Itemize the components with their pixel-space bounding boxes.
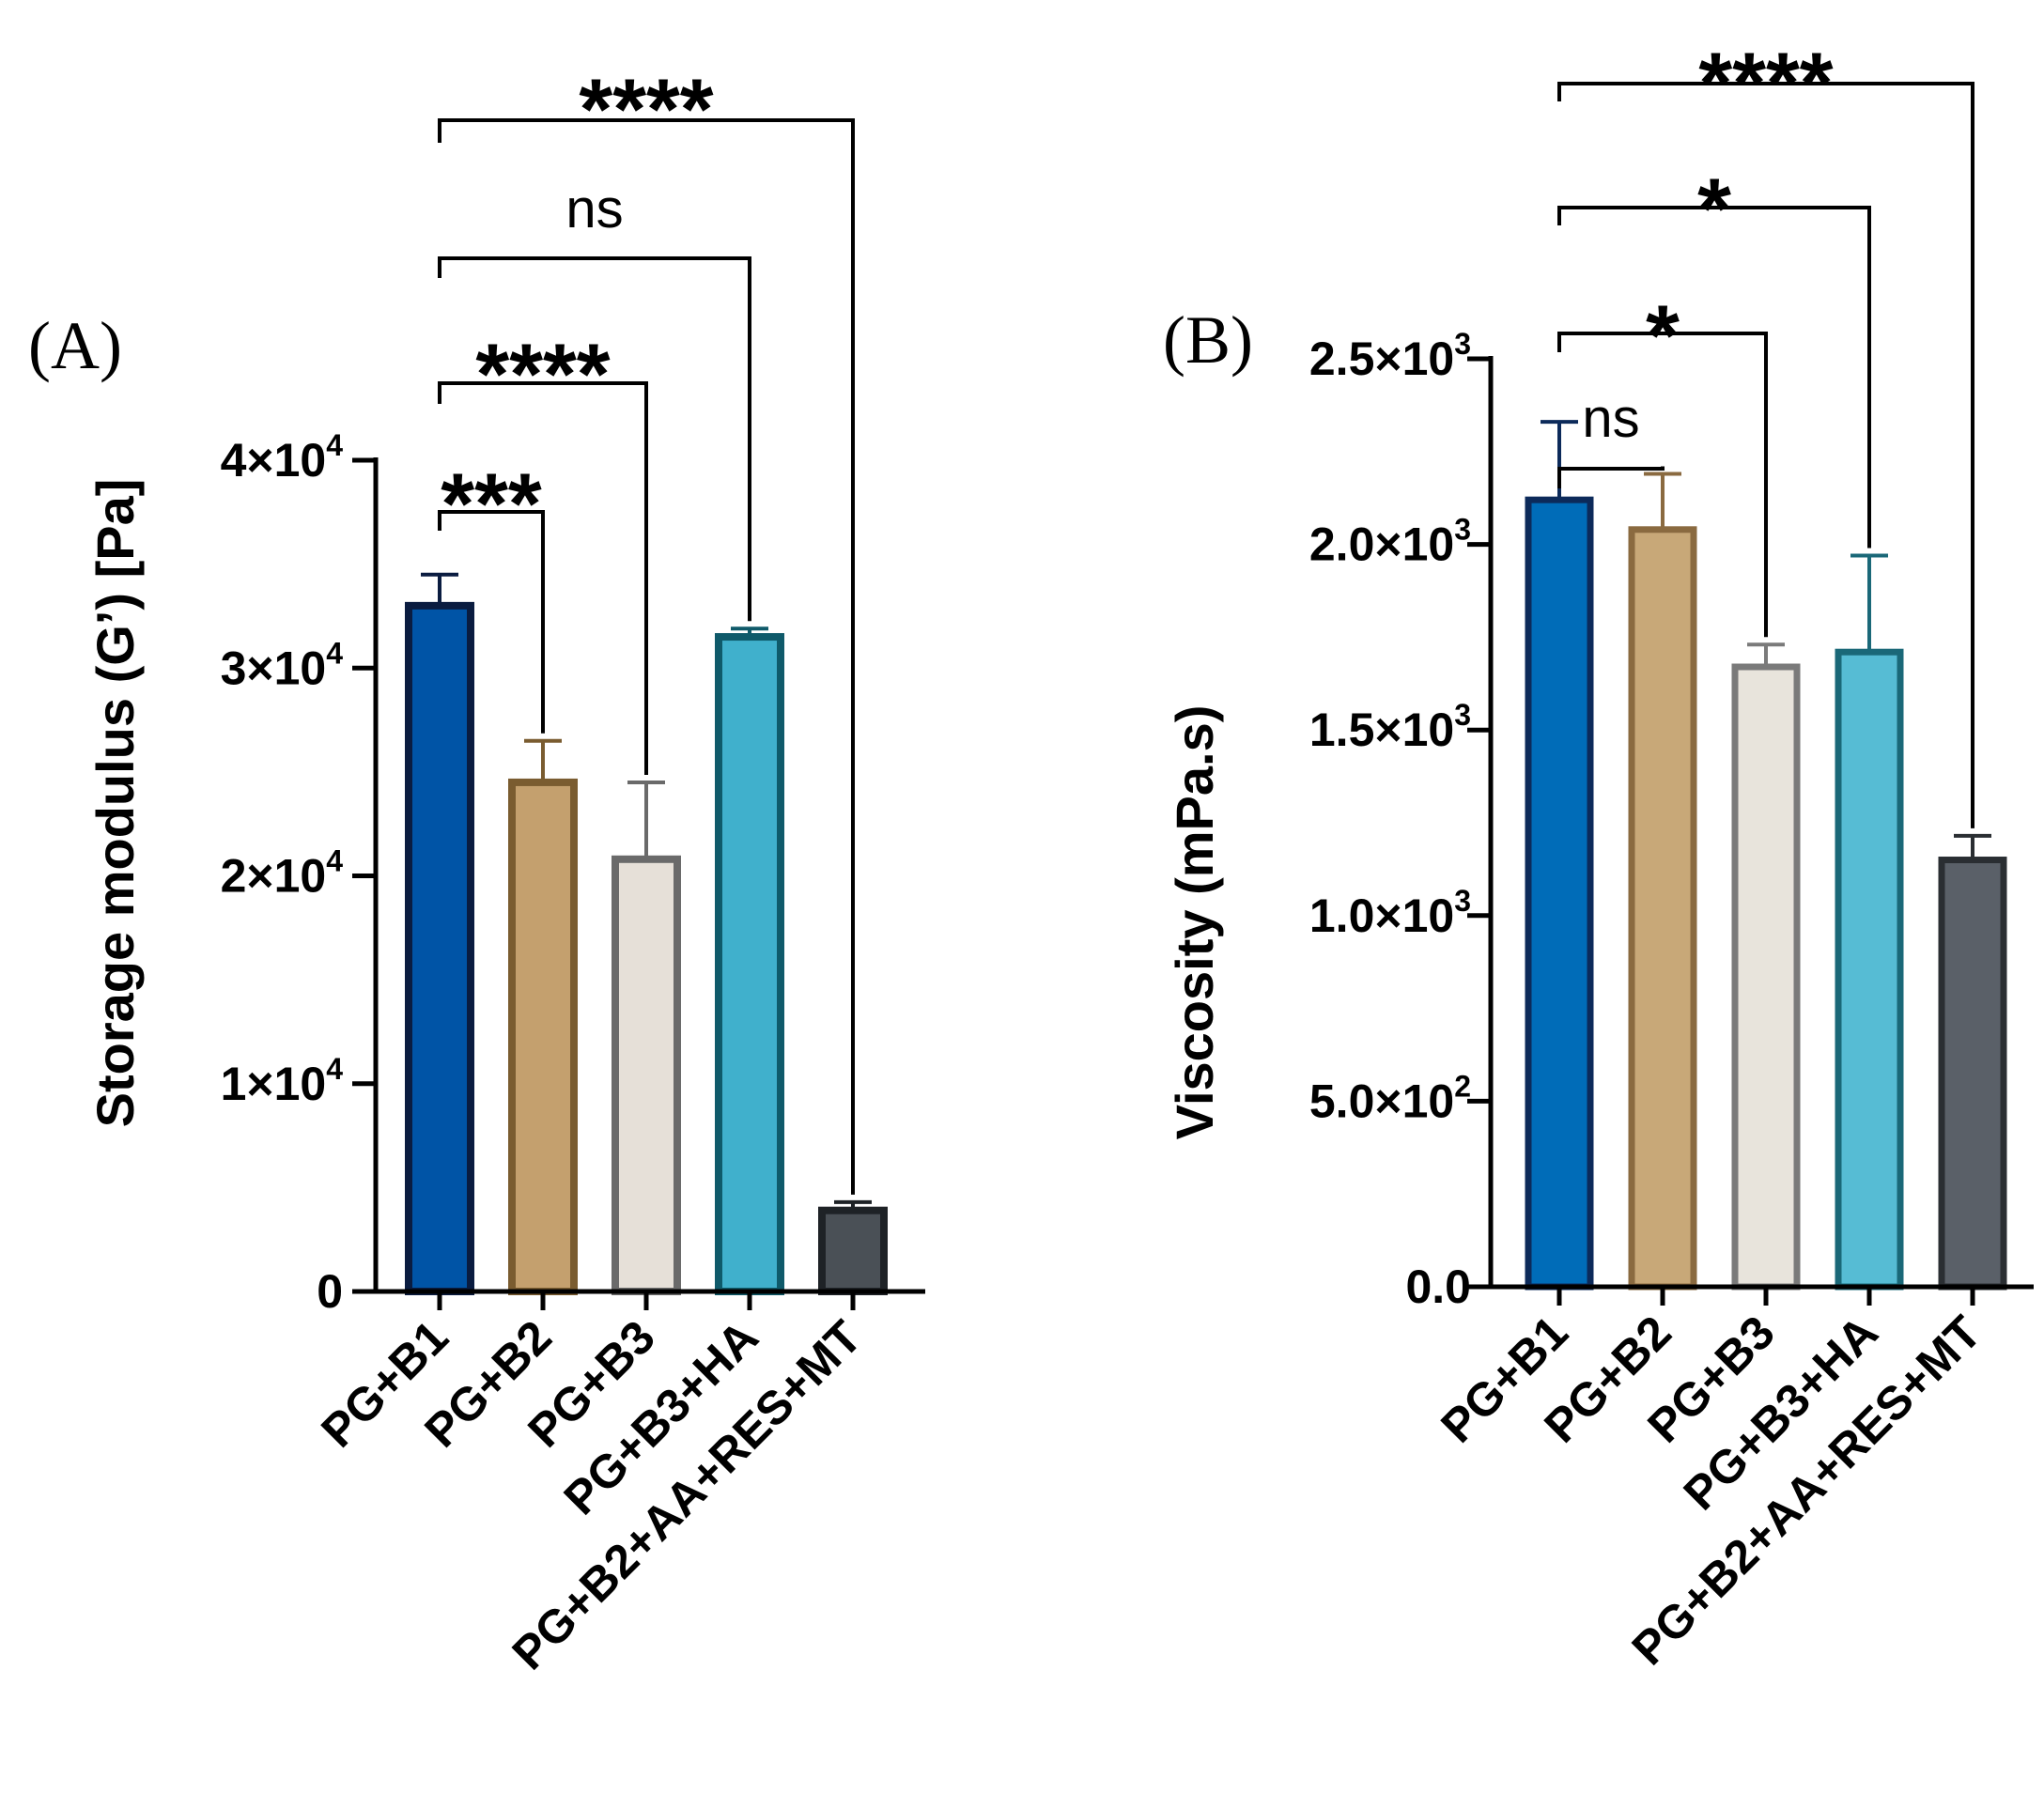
panel-b-significance-label-3: **** <box>1698 36 1833 131</box>
panel-a-label: (A) <box>28 308 122 383</box>
panel-b-y-axis-title: Viscosity (mPa.s) <box>1165 705 1224 1140</box>
panel-b-bar-4 <box>1938 857 2007 1291</box>
panel-b-bar-3 <box>1835 648 1904 1291</box>
panel-b-bar-0 <box>1525 496 1594 1291</box>
panel-b-significance-label-0: ns <box>1582 388 1639 449</box>
panel-b-bar-2 <box>1731 663 1801 1291</box>
panel-a-bar-1 <box>508 778 578 1295</box>
panel-a-significance-label-1: **** <box>475 327 610 423</box>
panel-a-bar-0 <box>405 601 474 1295</box>
panel-a-significance-label-0: *** <box>441 456 542 552</box>
panel-b-y-tick-label-5: 2.5×103 <box>1309 327 1471 385</box>
panel-b-bracket-3 <box>1557 82 1974 828</box>
panel-a-bracket-0 <box>438 510 545 734</box>
panel-a-bracket-3 <box>438 118 855 1195</box>
panel-a-bracket-2 <box>438 256 751 622</box>
panel-a-significance-label-3: **** <box>579 62 713 158</box>
panel-b-y-tick-label-3: 1.5×103 <box>1309 698 1471 756</box>
panel-b: (B) Viscosity (mPa.s) ns****** 0.05.0×10… <box>1163 36 2034 1675</box>
panel-a-y-tick-label-2: 2×104 <box>221 844 344 903</box>
panel-b-y-tick-label-4: 2.0×103 <box>1309 513 1471 571</box>
panel-a-bar-4 <box>818 1206 888 1296</box>
panel-a-significance-label-2: ns <box>565 178 623 240</box>
panel-a-y-tick-label-1: 1×104 <box>221 1052 344 1110</box>
panel-a-y-tick-label-4: 4×104 <box>221 428 344 487</box>
panel-b-bar-1 <box>1628 526 1697 1291</box>
panel-b-bracket-2 <box>1557 206 1871 549</box>
panel-a-y-tick-label-3: 3×104 <box>221 636 344 694</box>
panel-b-y-tick-label-2: 1.0×103 <box>1309 884 1471 942</box>
panel-b-bracket-1 <box>1557 332 1768 638</box>
panel-b-significance-label-1: * <box>1646 288 1680 384</box>
panel-b-significance-label-2: * <box>1697 162 1731 257</box>
panel-a-y-axis-title: Storage modulus (G’) [Pa] <box>85 479 145 1128</box>
panel-b-bracket-0 <box>1557 466 1665 488</box>
panel-b-y-tick-label-0: 0.0 <box>1405 1260 1471 1313</box>
panel-b-y-tick-label-1: 5.0×102 <box>1309 1069 1471 1127</box>
panel-a: (A) Storage modulus (G’) [Pa] *******ns*… <box>28 62 925 1679</box>
panel-a-bar-2 <box>612 855 681 1295</box>
panel-b-label: (B) <box>1163 302 1253 378</box>
panel-a-y-tick-label-0: 0 <box>317 1265 343 1318</box>
panel-a-bracket-1 <box>438 381 648 775</box>
panel-a-bar-3 <box>715 633 784 1295</box>
